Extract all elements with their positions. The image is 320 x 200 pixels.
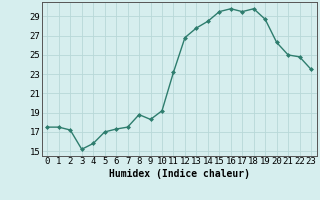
X-axis label: Humidex (Indice chaleur): Humidex (Indice chaleur) (109, 169, 250, 179)
